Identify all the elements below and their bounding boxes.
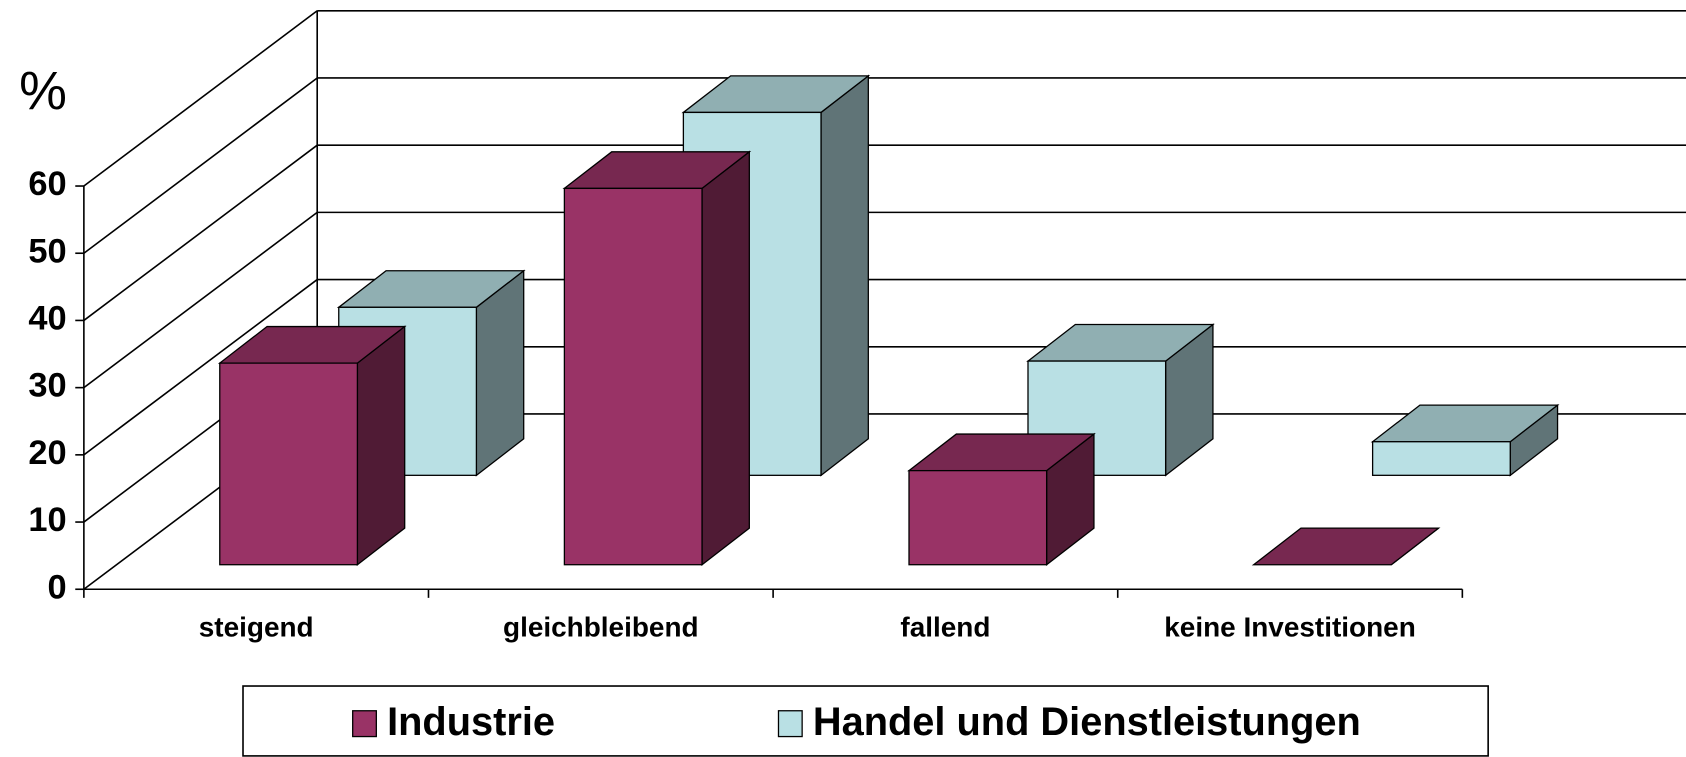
bar-front xyxy=(219,362,359,566)
y-tick-label: 20 xyxy=(28,434,66,472)
y-tick-label: 0 xyxy=(48,568,67,606)
bar xyxy=(1370,403,1560,477)
bar-top xyxy=(1251,527,1441,566)
grid-line-side xyxy=(83,144,318,322)
bar xyxy=(1026,323,1215,477)
bar-front xyxy=(563,187,703,566)
legend-label: Industrie xyxy=(387,700,555,744)
bar-front xyxy=(908,469,1048,566)
y-tick-label: 10 xyxy=(28,501,66,539)
y-axis-label: % xyxy=(19,61,67,121)
y-tick-label: 40 xyxy=(28,300,66,338)
bar-side xyxy=(820,74,869,477)
y-tick-label: 30 xyxy=(28,367,66,405)
x-tick-label: keine Investitionen xyxy=(1164,611,1416,642)
bar xyxy=(1251,527,1441,566)
bar xyxy=(217,325,407,567)
bar-side xyxy=(356,325,406,567)
legend-swatch xyxy=(777,710,803,738)
grid-line-side xyxy=(83,77,318,254)
legend-swatch xyxy=(352,710,377,738)
grid-line-side xyxy=(83,211,318,389)
bar xyxy=(562,150,752,567)
legend-box xyxy=(242,685,1489,757)
x-tick-label: gleichbleibend xyxy=(503,611,699,642)
y-tick-label: 50 xyxy=(28,232,66,270)
y-tick-label: 60 xyxy=(28,165,66,203)
grid-line-side xyxy=(83,10,318,187)
grid-line-side xyxy=(83,278,318,456)
x-tick-label: fallend xyxy=(900,611,990,642)
legend-label: Handel und Dienstleistungen xyxy=(813,700,1361,744)
bar-front xyxy=(1371,441,1511,476)
bar xyxy=(907,432,1096,567)
bar-side xyxy=(701,150,750,567)
x-tick-label: steigend xyxy=(199,611,314,642)
